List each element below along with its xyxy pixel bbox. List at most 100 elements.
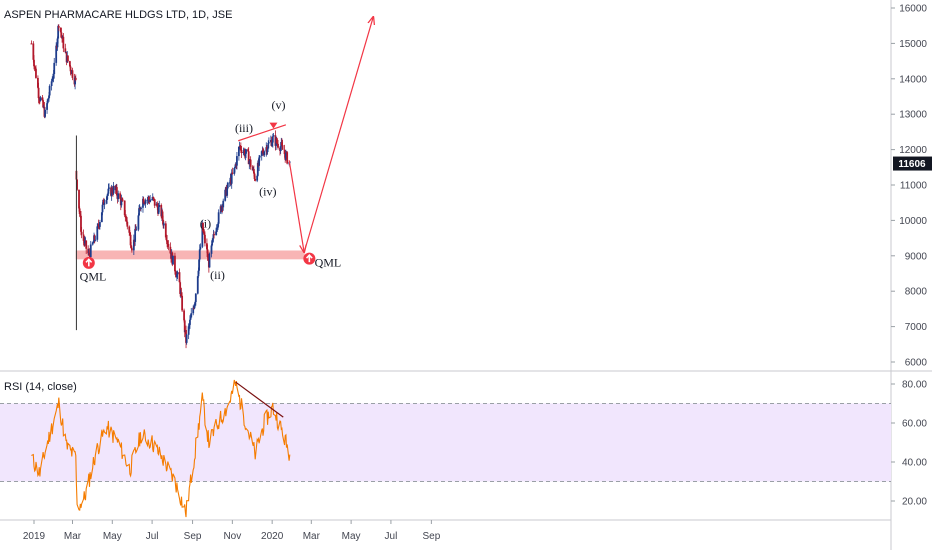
candle-body (275, 138, 278, 143)
rsi-title: RSI (14, close) (4, 381, 77, 393)
qml-arrow-icon (85, 258, 93, 267)
price-tick-label: 8000 (905, 287, 928, 298)
candle-body (126, 221, 129, 227)
qml-label-right: QML (315, 255, 342, 269)
candle-body (271, 136, 274, 143)
qml-marker-left[interactable] (82, 256, 95, 269)
candle-body (147, 197, 150, 200)
candle-body (32, 43, 35, 60)
candle-body (242, 152, 245, 154)
candle-body (260, 151, 263, 156)
price-tick-label: 11000 (900, 181, 928, 192)
rsi-divergence-line[interactable] (235, 381, 284, 418)
candle-body (120, 199, 123, 206)
price-pane[interactable] (0, 0, 891, 370)
candle-body (93, 235, 96, 240)
candle-body (166, 240, 169, 244)
candle-body (256, 175, 259, 181)
candle-body (187, 326, 190, 335)
price-tick-label: 13000 (899, 110, 927, 121)
candle-body (78, 189, 80, 209)
candle-body (233, 167, 236, 174)
candle-body (153, 199, 156, 206)
rsi-tick-label: 60.00 (902, 419, 927, 430)
candle-body (89, 244, 92, 258)
candle-body (79, 214, 82, 216)
candle-body (74, 77, 77, 80)
rsi-tick-label: 80.00 (902, 380, 927, 391)
candle-body (92, 242, 95, 244)
projection-arrow-down[interactable] (288, 160, 304, 252)
candle-body (247, 149, 249, 152)
candle-body (134, 228, 137, 231)
candle-body (198, 259, 200, 271)
candle-body (100, 212, 103, 223)
candle-body (224, 189, 227, 201)
wave-v-marker (269, 122, 278, 129)
candle-body (87, 248, 90, 254)
wave-label-ii: (ii) (210, 268, 225, 282)
candle-body (102, 199, 105, 205)
candle-body (237, 146, 240, 157)
candle-body (244, 153, 247, 157)
candle-body (251, 166, 254, 171)
candle-body (194, 293, 197, 303)
time-tick-label: Sep (422, 531, 440, 542)
candle-body (48, 95, 50, 99)
wave-label-i: (i) (200, 216, 211, 230)
time-tick-label: May (342, 531, 361, 542)
candle-body (284, 153, 287, 160)
candle-body (128, 226, 131, 233)
candle-body (211, 240, 214, 246)
time-tick-label: May (103, 531, 122, 542)
candle-body (179, 282, 182, 294)
candle-body (236, 156, 238, 166)
candle-body (206, 249, 209, 257)
candle-body (226, 182, 229, 189)
candle-body (80, 231, 83, 235)
candle-body (125, 217, 128, 222)
candle-body (167, 243, 170, 247)
last-price-label: 11606 (898, 159, 926, 170)
price-tick-label: 12000 (899, 145, 927, 156)
chart-title: ASPEN PHARMACARE HLDGS LTD, 1D, JSE (4, 9, 232, 21)
candle-body (142, 198, 145, 204)
time-tick-label: Jul (385, 531, 398, 542)
candle-body (62, 36, 65, 49)
candle-body (129, 232, 131, 235)
candle-body (281, 142, 283, 146)
candle-body (197, 270, 200, 277)
candle-body (188, 324, 191, 327)
candle-body (268, 142, 270, 144)
support-zone[interactable] (75, 250, 305, 260)
candles (30, 24, 291, 349)
candle-body (196, 276, 199, 294)
price-trendline[interactable] (238, 124, 287, 142)
candle-body (247, 151, 250, 165)
candle-body (123, 200, 126, 216)
candle-body (33, 59, 35, 67)
candle-body (117, 193, 120, 200)
candle-body (107, 188, 110, 194)
candle-body (42, 100, 45, 108)
price-tick-label: 15000 (899, 39, 927, 50)
candle-body (160, 205, 163, 217)
candle-body (106, 193, 109, 196)
candle-body (189, 317, 192, 320)
qml-marker-right[interactable] (303, 252, 316, 265)
time-tick-label: Mar (303, 531, 321, 542)
candle-body (46, 103, 48, 110)
projection-arrow-up[interactable] (303, 17, 373, 253)
candle-body (231, 172, 234, 174)
candle-body (262, 150, 264, 154)
rsi-line[interactable] (31, 379, 291, 518)
candle-body (277, 143, 279, 148)
candle-body (178, 272, 181, 283)
candle-body (190, 313, 193, 318)
rsi-band (0, 403, 891, 482)
candle-body (283, 149, 286, 155)
candle-body (234, 166, 236, 168)
candle-body (68, 61, 71, 67)
rsi-axis-labels: 80.00 60.00 40.00 20.00 (891, 380, 927, 508)
candle-body (130, 245, 133, 249)
